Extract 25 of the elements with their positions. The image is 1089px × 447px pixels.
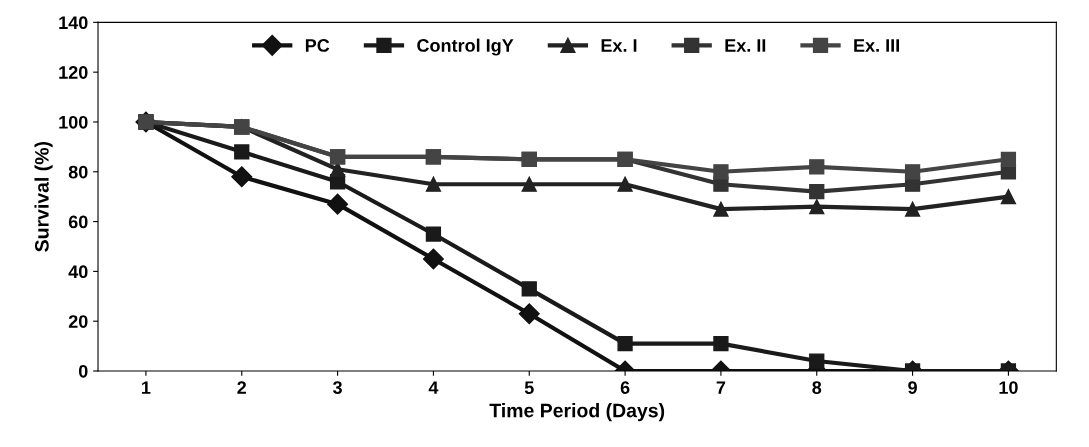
x-axis-title: Time Period (Days): [489, 403, 665, 422]
x-tick-label: 6: [620, 381, 630, 394]
x-tick-label: 9: [908, 381, 917, 394]
legend-label: Ex. II: [725, 39, 766, 52]
x-tick-label: 2: [237, 381, 247, 394]
x-tick-label: 5: [524, 381, 534, 394]
x-tick-label: 8: [812, 381, 822, 394]
y-axis-title: Survival (%): [34, 141, 53, 252]
x-tick-label: 4: [428, 381, 439, 394]
legend-label: Ex. III: [854, 39, 899, 52]
x-tick-label: 7: [716, 381, 726, 394]
legend-label: PC: [305, 39, 330, 52]
y-tick-label: 20: [68, 315, 88, 328]
y-tick-label: 140: [59, 16, 88, 30]
x-tick-label: 1: [142, 381, 151, 394]
y-tick-label: 0: [78, 364, 88, 378]
y-tick-label: 100: [59, 115, 88, 129]
y-tick-label: 40: [68, 265, 88, 279]
y-tick-label: 80: [68, 165, 88, 179]
y-tick-label: 120: [59, 66, 88, 79]
legend-label: Ex. I: [601, 39, 637, 52]
y-tick-label: 60: [68, 215, 88, 229]
x-tick-label: 10: [999, 381, 1018, 394]
x-tick-label: 3: [332, 381, 342, 395]
legend-label: Control IgY: [417, 38, 514, 56]
